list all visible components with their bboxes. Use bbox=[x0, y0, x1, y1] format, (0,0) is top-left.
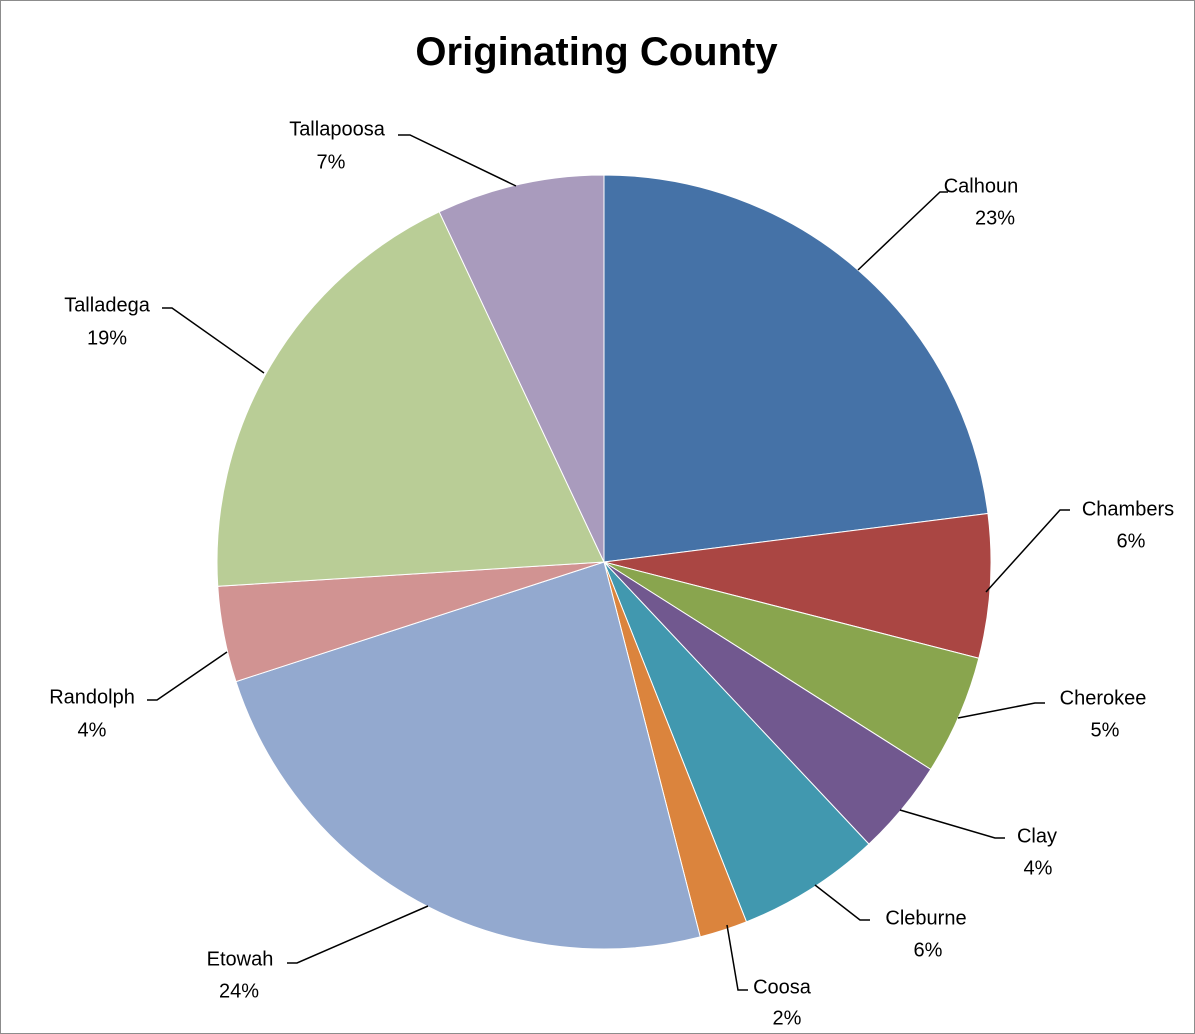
pie-slice-tallapoosa bbox=[438, 174, 605, 563]
slice-label-cherokee: Cherokee bbox=[1060, 687, 1147, 709]
pie-slices bbox=[216, 174, 992, 950]
chart-title: Originating County bbox=[415, 30, 778, 74]
pie-slice-talladega bbox=[216, 211, 605, 587]
pie-slice-etowah bbox=[235, 561, 701, 950]
slice-label-clay: Clay bbox=[1017, 825, 1057, 847]
slice-label-talladega: Talladega bbox=[64, 294, 151, 316]
slice-label-etowah: Etowah bbox=[207, 948, 274, 970]
leader-line-coosa bbox=[726, 924, 748, 991]
slice-label-chambers: Chambers bbox=[1082, 498, 1174, 520]
slice-percent-calhoun: 23% bbox=[975, 207, 1015, 229]
slice-label-randolph: Randolph bbox=[49, 686, 135, 708]
pie-slice-cleburne bbox=[603, 561, 870, 923]
slice-percent-randolph: 4% bbox=[78, 719, 107, 741]
leader-line-clay bbox=[899, 809, 1005, 839]
leader-line-talladega bbox=[162, 307, 265, 374]
leader-line-cherokee bbox=[957, 702, 1045, 719]
slice-label-coosa: Coosa bbox=[753, 976, 812, 998]
leader-line-calhoun bbox=[857, 191, 948, 271]
leader-lines bbox=[147, 134, 1070, 991]
slice-percent-cleburne: 6% bbox=[914, 939, 943, 961]
slice-label-cleburne: Cleburne bbox=[885, 907, 966, 929]
pie-slice-calhoun bbox=[603, 174, 989, 563]
leader-line-chambers bbox=[985, 509, 1070, 593]
leader-line-randolph bbox=[147, 651, 228, 701]
slice-labels: Calhoun 23% Chambers 6% Cherokee 5% Clay 4% Cleb… bbox=[49, 118, 1174, 1029]
slice-percent-clay: 4% bbox=[1024, 857, 1053, 879]
leader-line-cleburne bbox=[814, 884, 870, 921]
leader-line-tallapoosa bbox=[398, 134, 517, 187]
slice-percent-coosa: 2% bbox=[773, 1007, 802, 1029]
leader-line-etowah bbox=[287, 905, 429, 964]
slice-percent-cherokee: 5% bbox=[1091, 719, 1120, 741]
slice-label-tallapoosa: Tallapoosa bbox=[289, 118, 386, 140]
slice-percent-talladega: 19% bbox=[87, 327, 127, 349]
slice-percent-chambers: 6% bbox=[1117, 530, 1146, 552]
slice-percent-tallapoosa: 7% bbox=[317, 151, 346, 173]
slice-percent-etowah: 24% bbox=[219, 980, 259, 1002]
slice-label-calhoun: Calhoun bbox=[944, 175, 1019, 197]
